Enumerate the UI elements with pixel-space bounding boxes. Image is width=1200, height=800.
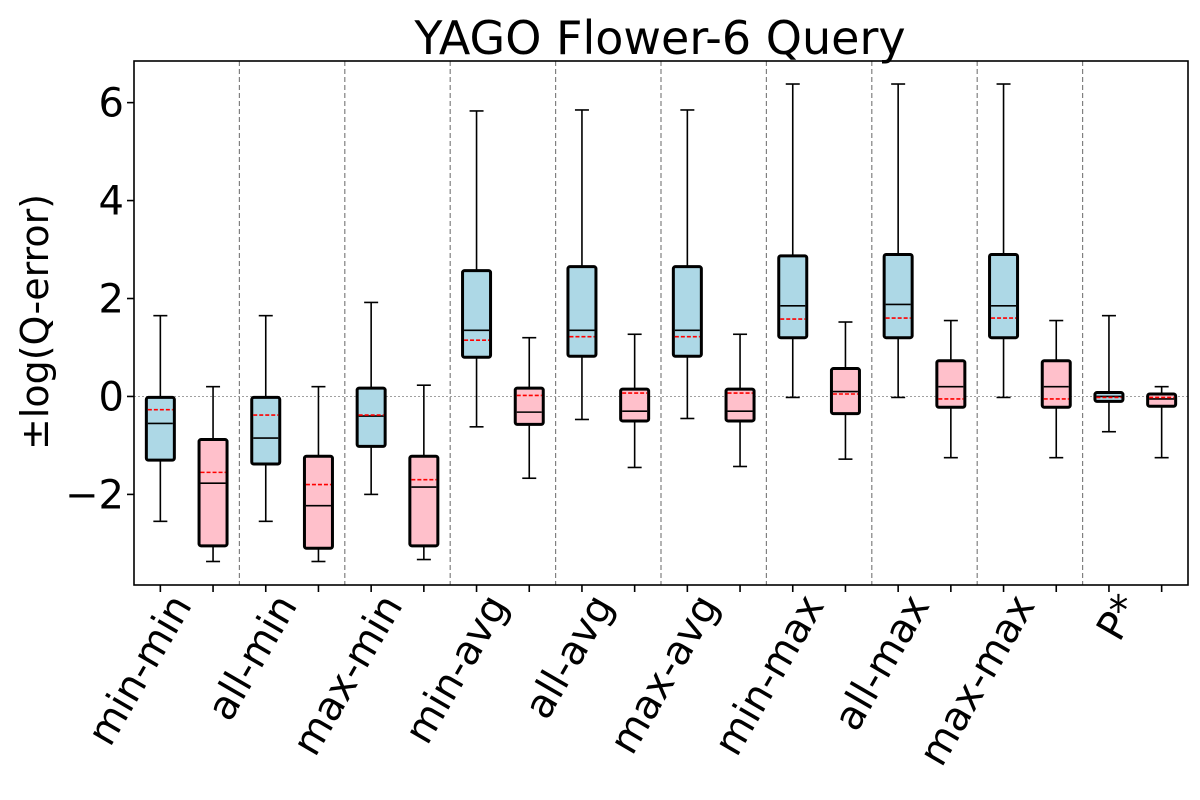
plot-area: −20246min-minall-minmax-minmin-avgall-av… — [65, 60, 1189, 773]
box-pink-iqr — [302, 454, 334, 550]
box-blue-iqr — [671, 265, 703, 358]
box-pink-iqr — [1146, 392, 1178, 408]
box-blue-iqr — [144, 395, 176, 462]
box-pink-iqr — [1040, 359, 1072, 409]
box-pink-iqr — [197, 438, 229, 548]
box-pink-iqr — [724, 387, 756, 423]
y-tick-label: 0 — [99, 374, 124, 420]
box-pink-iqr — [619, 387, 651, 423]
x-category-label: all-min — [199, 587, 307, 728]
y-axis-label: ±log(Q-error) — [13, 194, 57, 450]
x-category-label: min-min — [79, 587, 201, 753]
box-pink-iqr — [513, 386, 545, 426]
plot-frame — [133, 60, 1189, 586]
chart-title: YAGO Flower-6 Query — [413, 11, 905, 65]
box-blue-iqr — [461, 269, 493, 359]
y-tick-label: 6 — [99, 81, 124, 127]
box-pink-iqr — [408, 454, 440, 548]
y-tick-label: 4 — [99, 179, 124, 225]
x-category-label: all-avg — [516, 587, 623, 727]
box-pink-iqr — [935, 359, 967, 409]
box-blue-iqr — [988, 252, 1020, 340]
box-blue-iqr — [250, 395, 282, 466]
y-tick-label: −2 — [65, 472, 124, 518]
x-category-label: all-max — [825, 587, 939, 738]
x-category-label: min-avg — [396, 587, 518, 752]
box-blue-iqr — [777, 254, 809, 340]
box-blue-iqr — [882, 252, 914, 340]
box-blue-iqr — [566, 265, 598, 358]
x-category-label: P* — [1088, 587, 1150, 648]
box-blue-iqr — [355, 386, 387, 448]
y-tick-label: 2 — [99, 277, 124, 323]
